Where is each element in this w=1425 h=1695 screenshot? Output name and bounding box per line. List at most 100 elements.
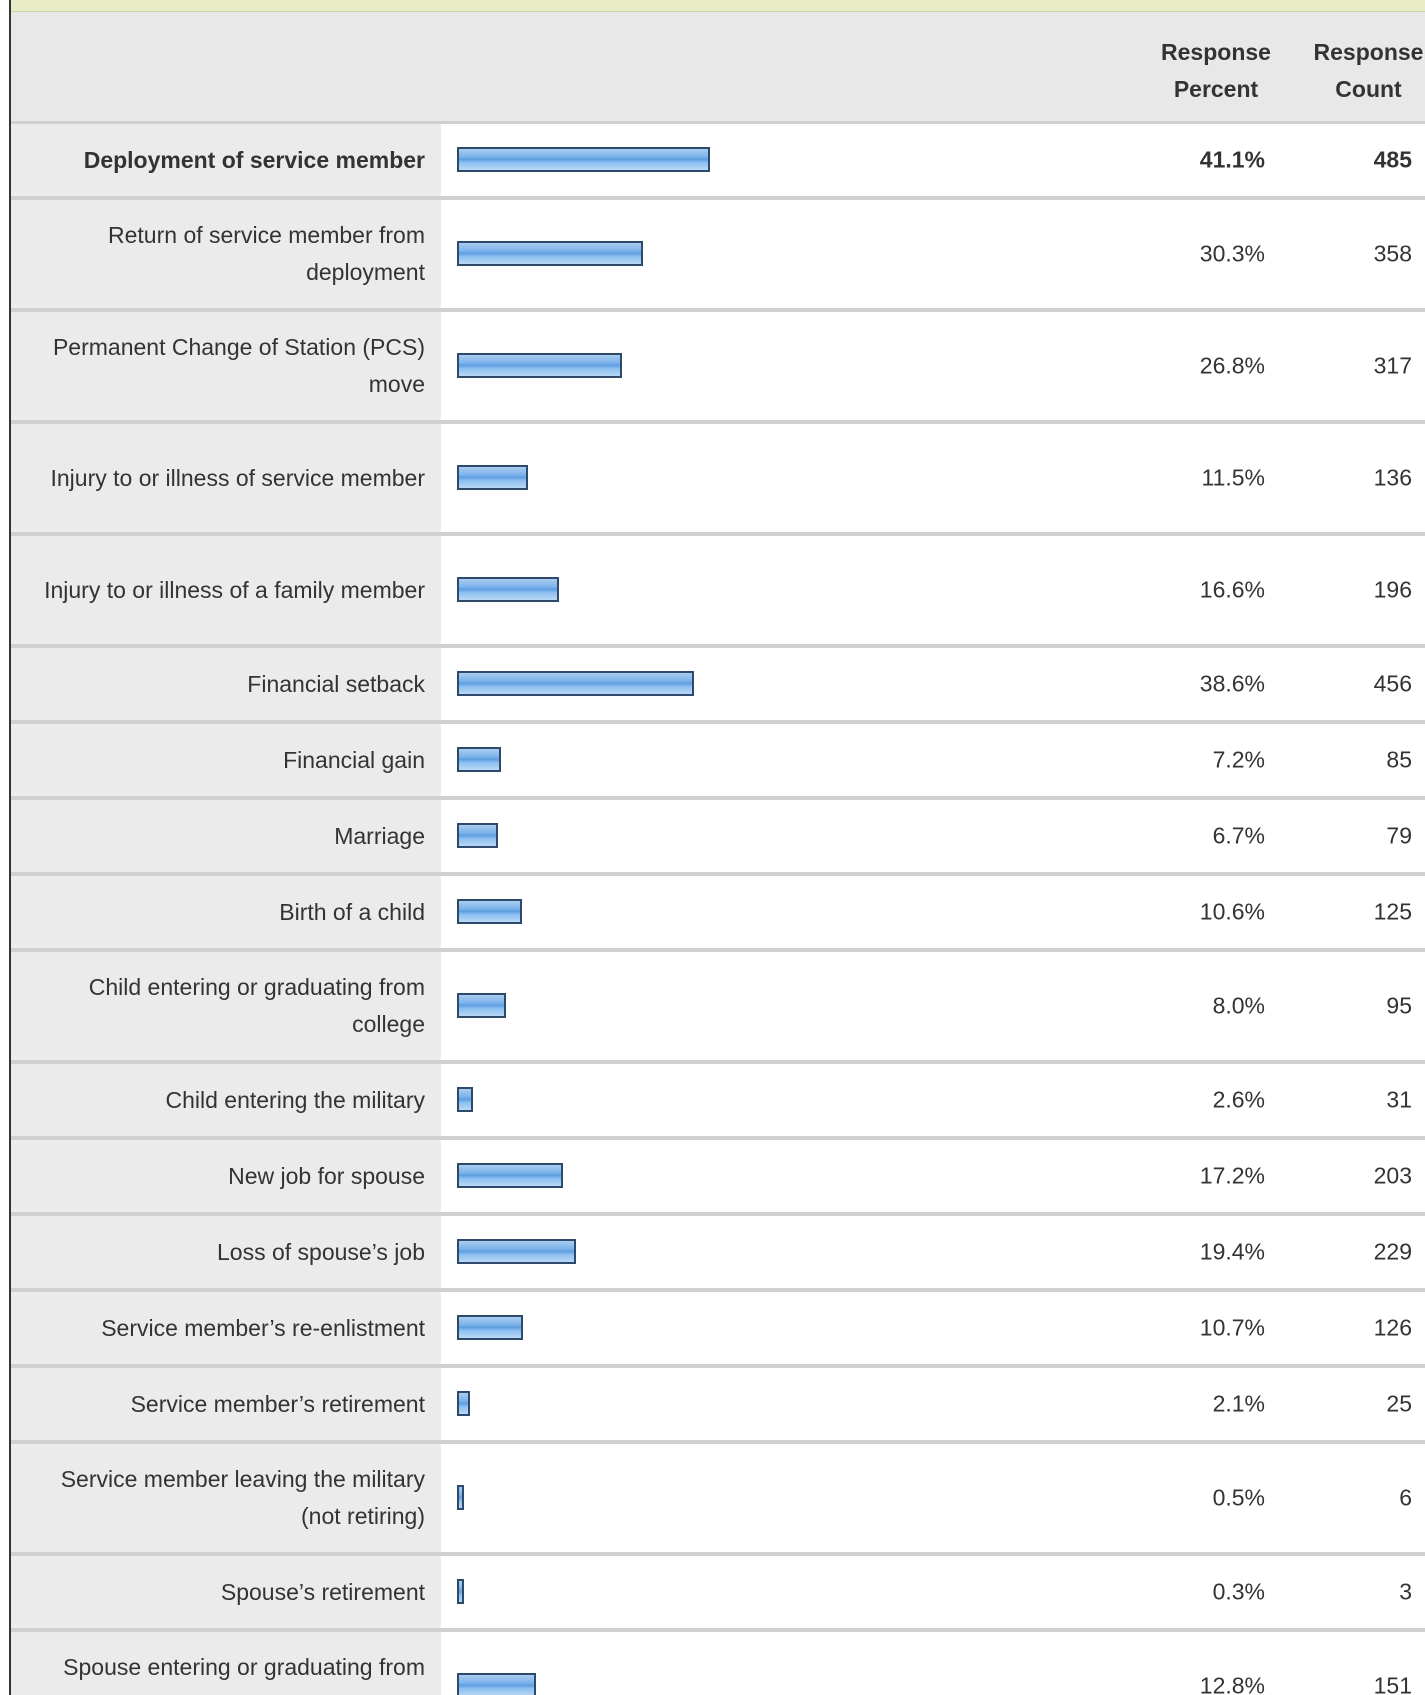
category-label: Loss of spouse’s job [217,1238,425,1265]
percent-bar [457,1086,473,1112]
row-label-cell: Marriage [11,800,441,872]
response-count-value: 317 [1373,352,1412,379]
table-row: Loss of spouse’s job 19.4% 229 [11,1216,1425,1292]
table-body: Deployment of service member 41.1% 485 Retu… [11,124,1425,1695]
table-header: Response Percent Response Count [11,12,1425,124]
category-label: Spouse’s retirement [220,1578,425,1605]
table-row: Service member leaving the military (not… [11,1444,1425,1556]
percent-bar [457,464,528,490]
response-count-value: 456 [1373,670,1412,697]
response-count-value: 229 [1373,1238,1412,1265]
table-row: Marriage 6.7% 79 [11,800,1425,876]
category-label: Service member’s retirement [130,1390,425,1417]
response-count-value: 79 [1386,822,1412,849]
row-label-cell: Financial setback [11,648,441,720]
percent-bar [457,992,507,1018]
row-label-cell: Deployment of service member [11,124,441,196]
table-row: Child entering or graduating from colleg… [11,952,1425,1064]
response-count-value: 358 [1373,240,1412,267]
response-percent-value: 30.3% [1199,240,1265,267]
response-percent-value: 0.5% [1212,1484,1265,1511]
row-label-cell: Child entering the military [11,1064,441,1136]
results-table: Response Percent Response Count Deployme… [11,12,1425,1695]
response-percent-header: Response Percent [1161,39,1271,102]
row-label-cell: Birth of a child [11,876,441,948]
percent-bar [457,576,560,602]
left-border [0,0,11,1695]
percent-bar [457,1314,523,1340]
table-row: Service member’s re-enlistment 10.7% 126 [11,1292,1425,1368]
response-percent-value: 10.6% [1199,898,1265,925]
category-label: Child entering the military [165,1086,425,1113]
category-label: Marriage [334,822,425,849]
table-row: Service member’s retirement 2.1% 25 [11,1368,1425,1444]
row-label-cell: Spouse entering or graduating from colle… [11,1632,441,1695]
row-label-cell: Loss of spouse’s job [11,1216,441,1288]
table-row: New job for spouse 17.2% 203 [11,1140,1425,1216]
table-row: Child entering the military 2.6% 31 [11,1064,1425,1140]
row-label-cell: Permanent Change of Station (PCS) move [11,312,441,420]
response-percent-value: 41.1% [1199,146,1265,173]
table-row: Return of service member from deployment… [11,200,1425,312]
response-count-value: 485 [1373,146,1412,173]
percent-bar [457,1390,470,1416]
response-count-value: 31 [1386,1086,1412,1113]
response-percent-value: 11.5% [1201,464,1265,491]
percent-bar [457,1238,577,1264]
table-row: Spouse entering or graduating from colle… [11,1632,1425,1695]
category-label: Return of service member from deployment [108,222,425,285]
row-label-cell: Injury to or illness of a family member [11,536,441,644]
row-label-cell: Service member leaving the military (not… [11,1444,441,1552]
response-count-value: 6 [1399,1484,1412,1511]
row-label-cell: Service member’s re-enlistment [11,1292,441,1364]
percent-bar [457,1162,563,1188]
response-percent-value: 2.6% [1212,1086,1265,1113]
row-label-cell: Child entering or graduating from colleg… [11,952,441,1060]
table-row: Injury to or illness of a family member 1… [11,536,1425,648]
row-label-cell: New job for spouse [11,1140,441,1212]
category-label: Service member leaving the military (not… [60,1466,425,1529]
percent-bar [457,352,622,378]
category-label: Deployment of service member [83,146,425,173]
percent-bar [457,146,710,172]
percent-bar [457,822,499,848]
table-row: Permanent Change of Station (PCS) move 26… [11,312,1425,424]
table-row: Financial gain 7.2% 85 [11,724,1425,800]
category-label: Permanent Change of Station (PCS) move [52,334,425,397]
response-percent-value: 26.8% [1199,352,1265,379]
response-percent-value: 7.2% [1212,746,1265,773]
percent-bar [457,1672,536,1695]
category-label: Injury to or illness of a family member [44,576,425,603]
percent-bar [457,898,523,924]
category-label: Service member’s re-enlistment [101,1314,425,1341]
response-count-header: Response Count [1313,39,1424,102]
table-row: Injury to or illness of service member 11… [11,424,1425,536]
category-label: Financial setback [247,670,425,697]
response-percent-value: 2.1% [1212,1390,1265,1417]
category-label: Spouse entering or graduating from colle… [63,1654,425,1695]
percent-bar [457,1578,464,1604]
response-count-value: 203 [1373,1162,1412,1189]
response-percent-value: 8.0% [1212,992,1265,1019]
row-label-cell: Return of service member from deployment [11,200,441,308]
response-percent-value: 17.2% [1199,1162,1265,1189]
response-count-value: 125 [1373,898,1412,925]
response-count-value: 126 [1373,1314,1412,1341]
percent-bar [457,240,644,266]
response-percent-value: 19.4% [1199,1238,1265,1265]
table-row: Deployment of service member 41.1% 485 [11,124,1425,200]
response-count-value: 85 [1386,746,1412,773]
response-percent-value: 10.7% [1199,1314,1265,1341]
category-label: Injury to or illness of service member [50,464,425,491]
category-label: Child entering or graduating from colleg… [88,974,425,1037]
response-count-value: 151 [1373,1672,1412,1695]
top-strip [0,0,1425,12]
category-label: Birth of a child [279,898,425,925]
response-percent-value: 6.7% [1212,822,1265,849]
response-percent-value: 12.8% [1199,1672,1265,1695]
row-label-cell: Spouse’s retirement [11,1556,441,1628]
response-count-value: 95 [1386,992,1412,1019]
percent-bar [457,1484,464,1510]
table-row: Spouse’s retirement 0.3% 3 [11,1556,1425,1632]
table-row: Birth of a child 10.6% 125 [11,876,1425,952]
